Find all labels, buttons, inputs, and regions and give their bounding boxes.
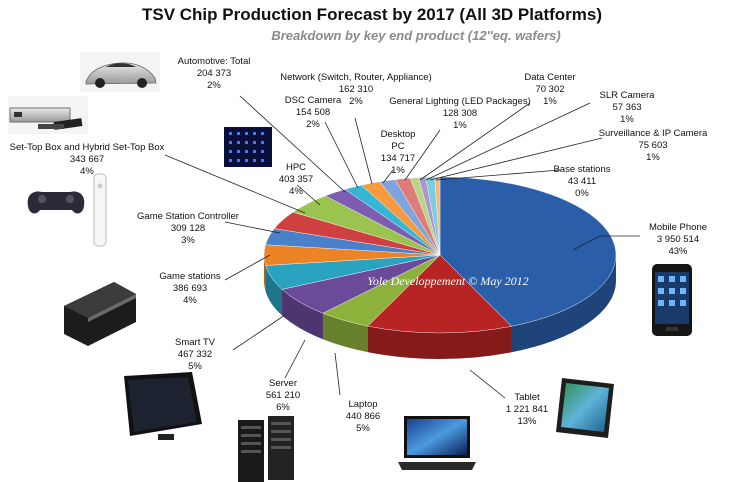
label-pct: 2% xyxy=(349,96,363,107)
slice-tablet xyxy=(367,254,512,334)
label-pct: 1% xyxy=(391,165,405,176)
label-name: Smart TV xyxy=(175,337,216,348)
label-name: Automotive: Total xyxy=(178,56,251,67)
game-console-icon xyxy=(64,282,136,346)
label-server: Server 561 210 6% xyxy=(266,378,300,413)
label-pct: 5% xyxy=(188,361,202,372)
leader-lines xyxy=(164,95,640,399)
label-value: 154 508 xyxy=(296,107,330,118)
tablet-icon xyxy=(556,378,614,438)
slice-side-1 xyxy=(367,326,512,359)
label-value: 204 373 xyxy=(197,68,231,79)
label-value: 162 310 xyxy=(339,84,373,95)
chart-subtitle: Breakdown by key end product (12''eq. wa… xyxy=(271,28,560,43)
label-dsc-camera: DSC Camera 154 508 2% xyxy=(285,95,342,130)
label-general-lighting: General Lighting (LED Packages) 128 308 … xyxy=(389,96,531,131)
label-game-station-controller: Game Station Controller 309 128 3% xyxy=(137,211,239,246)
label-value: 70 302 xyxy=(535,84,564,95)
label-name: Game Station Controller xyxy=(137,211,239,222)
label-pct: 0% xyxy=(575,188,589,199)
label-smart-tv: Smart TV 467 332 5% xyxy=(175,337,216,372)
label-pct: 4% xyxy=(80,166,94,177)
label-pct: 1% xyxy=(453,120,467,131)
label-value: 43 411 xyxy=(568,176,596,187)
label-value: 403 357 xyxy=(279,174,313,185)
label-pct: 5% xyxy=(356,423,370,434)
label-base-stations: Base stations 43 411 0% xyxy=(553,164,610,199)
label-name: Server xyxy=(269,378,297,389)
label-name-line-2: PC xyxy=(391,141,404,152)
label-pct: 43% xyxy=(668,246,688,257)
hpc-chip-icon xyxy=(224,127,272,167)
slice-side-4 xyxy=(265,265,283,316)
label-value: 309 128 xyxy=(171,223,205,234)
label-name: Tablet xyxy=(514,392,540,403)
car-icon xyxy=(80,52,160,92)
pie-chart xyxy=(263,176,617,359)
label-surveillance: Surveillance & IP Camera 75 603 1% xyxy=(599,128,708,163)
label-pct: 6% xyxy=(276,402,290,413)
label-game-stations: Game stations 386 693 4% xyxy=(159,271,220,306)
slice-mobile-phone xyxy=(439,176,617,327)
label-pct: 3% xyxy=(181,235,195,246)
mobile-phone-icon xyxy=(652,264,692,336)
label-hpc: HPC 403 357 4% xyxy=(279,162,313,197)
label-name: Set-Top Box and Hybrid Set-Top Box xyxy=(10,142,165,153)
label-pct: 4% xyxy=(183,295,197,306)
label-pct: 1% xyxy=(620,114,634,125)
label-name: Surveillance & IP Camera xyxy=(599,128,708,139)
label-value: 343 667 xyxy=(70,154,104,165)
label-name: Game stations xyxy=(159,271,220,282)
label-value: 386 693 xyxy=(173,283,207,294)
label-mobile-phone: Mobile Phone 3 950 514 43% xyxy=(649,222,707,257)
label-value: 1 221 841 xyxy=(506,404,548,415)
slice-side-3 xyxy=(282,289,323,340)
slice-side-0 xyxy=(511,255,616,353)
label-name: Mobile Phone xyxy=(649,222,707,233)
label-tablet: Tablet 1 221 841 13% xyxy=(506,392,548,427)
label-pct: 2% xyxy=(207,80,221,91)
label-value: 128 308 xyxy=(443,108,477,119)
label-name: HPC xyxy=(286,162,306,173)
label-name: DSC Camera xyxy=(285,95,342,106)
label-pct: 1% xyxy=(543,96,557,107)
label-value: 467 332 xyxy=(178,349,212,360)
label-desktop-pc: Desktop PC 134 717 1% xyxy=(381,129,416,176)
label-value: 57 363 xyxy=(612,102,641,113)
label-data-center: Data Center 70 302 1% xyxy=(524,72,575,107)
label-name: Network (Switch, Router, Appliance) xyxy=(280,72,432,83)
tv-icon xyxy=(124,372,202,440)
label-value: 75 603 xyxy=(638,140,667,151)
laptop-icon xyxy=(398,416,476,470)
slice-side-2 xyxy=(322,313,368,353)
label-slr-camera: SLR Camera 57 363 1% xyxy=(600,90,656,125)
watermark: Yole Developpement © May 2012 xyxy=(367,274,528,288)
label-value: 561 210 xyxy=(266,390,300,401)
label-set-top-box: Set-Top Box and Hybrid Set-Top Box 343 6… xyxy=(10,142,165,177)
label-pct: 1% xyxy=(646,152,660,163)
label-name-line-1: Desktop xyxy=(381,129,416,140)
label-value: 440 866 xyxy=(346,411,380,422)
label-value: 3 950 514 xyxy=(657,234,699,245)
slice-base-stations xyxy=(434,176,441,256)
label-pct: 4% xyxy=(289,186,303,197)
game-controller-icon xyxy=(27,173,107,247)
label-pct: 13% xyxy=(517,416,537,427)
chart-title: TSV Chip Production Forecast by 2017 (Al… xyxy=(142,5,602,24)
label-name: SLR Camera xyxy=(600,90,656,101)
label-name: Base stations xyxy=(553,164,610,175)
label-laptop: Laptop 440 866 5% xyxy=(346,399,380,434)
label-name: Laptop xyxy=(348,399,377,410)
label-name: General Lighting (LED Packages) xyxy=(389,96,531,107)
server-icon xyxy=(238,416,294,482)
label-pct: 2% xyxy=(306,119,320,130)
label-value: 134 717 xyxy=(381,153,415,164)
set-top-box-icon xyxy=(8,96,88,134)
label-network: Network (Switch, Router, Appliance) 162 … xyxy=(280,72,432,107)
label-name: Data Center xyxy=(524,72,575,83)
label-automotive: Automotive: Total 204 373 2% xyxy=(178,56,251,91)
